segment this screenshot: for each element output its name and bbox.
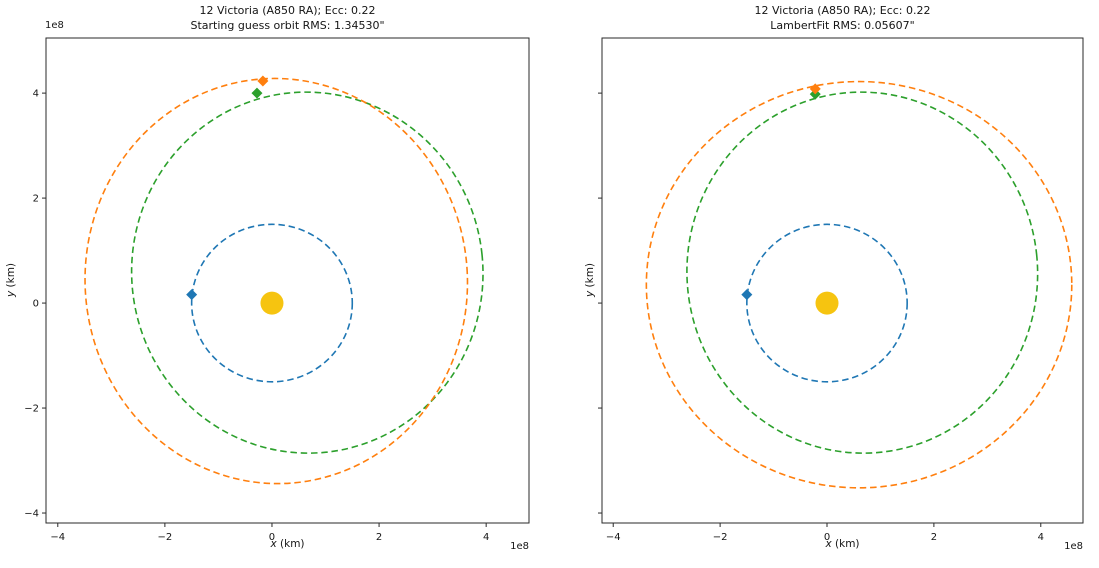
left-sun-marker <box>260 291 284 315</box>
left-x-tick-label: 0 <box>269 532 275 543</box>
right-victoria-true-orbit <box>686 91 1039 454</box>
right-x-tick-label: −4 <box>606 532 621 543</box>
right-x-tick-label: −2 <box>713 532 728 543</box>
right-sun-marker <box>815 291 839 315</box>
right-axes-frame <box>601 37 1084 524</box>
right-victoria-fit-marker <box>809 83 821 95</box>
right-x-tick-label: 2 <box>931 532 937 543</box>
left-y-tick-label: 2 <box>33 194 39 205</box>
left-victoria-true-orbit <box>130 91 484 454</box>
left-y-tick-label: 4 <box>33 89 39 100</box>
right-earth-position-marker <box>741 289 753 301</box>
left-axes-frame <box>45 37 530 524</box>
left-victoria-guess-orbit <box>84 77 469 485</box>
right-victoria-lambertfit-orbit <box>645 80 1073 489</box>
right-x-tick-label: 4 <box>1038 532 1044 543</box>
left-earth-position-marker <box>186 289 198 301</box>
left-y-tick-label: −2 <box>24 404 39 415</box>
left-victoria-guess-marker <box>257 75 269 87</box>
left-x-tick-label: 4 <box>483 532 489 543</box>
left-earth-orbit <box>190 223 354 383</box>
right-x-tick-label: 0 <box>824 532 830 543</box>
left-y-tick-label: 0 <box>33 299 39 310</box>
left-x-tick-label: 2 <box>376 532 382 543</box>
left-y-tick-label: −4 <box>24 509 39 520</box>
left-victoria-observed-marker <box>251 87 263 99</box>
left-x-tick-label: −4 <box>50 532 65 543</box>
left-x-tick-label: −2 <box>158 532 173 543</box>
right-earth-orbit <box>746 223 908 383</box>
